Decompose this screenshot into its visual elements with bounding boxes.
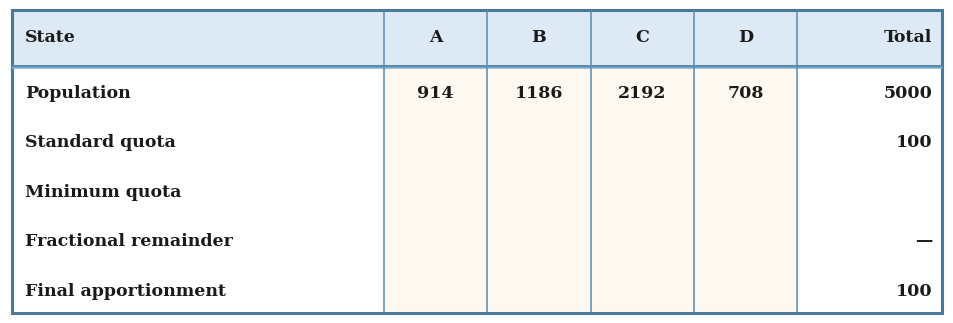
Bar [384, 66, 487, 313]
Bar [590, 66, 693, 313]
Text: 100: 100 [895, 134, 931, 151]
Text: Total: Total [882, 29, 931, 46]
Text: Standard quota: Standard quota [25, 134, 175, 151]
Text: D: D [737, 29, 752, 46]
Text: 1186: 1186 [515, 85, 562, 102]
Text: 914: 914 [417, 85, 454, 102]
Text: —: — [914, 233, 931, 250]
Text: A: A [429, 29, 442, 46]
Text: Minimum quota: Minimum quota [25, 184, 181, 201]
Text: C: C [635, 29, 648, 46]
Bar [693, 66, 796, 313]
Text: 100: 100 [895, 283, 931, 300]
Bar [487, 66, 590, 313]
Text: B: B [531, 29, 546, 46]
Bar [12, 10, 941, 66]
Text: State: State [25, 29, 75, 46]
Text: 708: 708 [726, 85, 762, 102]
Text: Final apportionment: Final apportionment [25, 283, 226, 300]
Text: 2192: 2192 [618, 85, 666, 102]
Text: 5000: 5000 [882, 85, 931, 102]
Text: Population: Population [25, 85, 131, 102]
Text: Fractional remainder: Fractional remainder [25, 233, 233, 250]
